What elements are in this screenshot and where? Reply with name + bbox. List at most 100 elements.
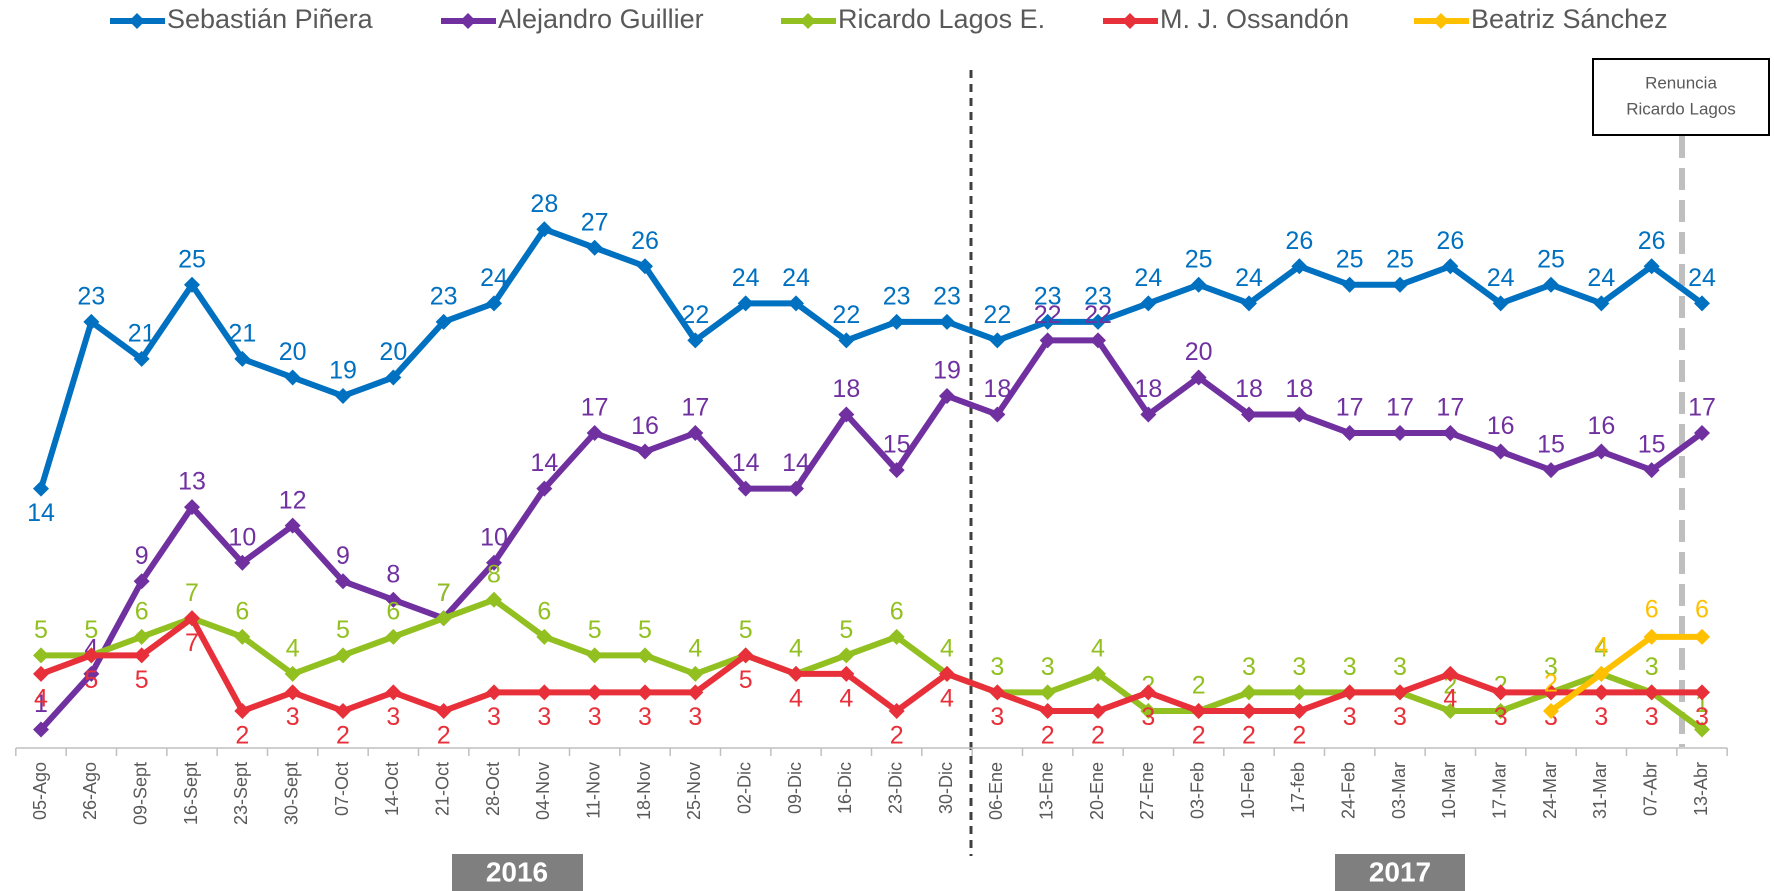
marker	[83, 665, 100, 682]
marker	[1241, 406, 1257, 423]
data-label: 25	[1185, 245, 1213, 273]
marker	[486, 591, 502, 608]
marker	[1694, 628, 1710, 645]
marker	[234, 554, 251, 571]
marker	[1291, 258, 1308, 275]
legend-label: Alejandro Guillier	[498, 4, 704, 34]
marker	[33, 647, 49, 664]
data-label: 5	[34, 616, 48, 644]
data-label: 3	[1594, 703, 1608, 731]
data-label: 19	[329, 357, 357, 385]
marker	[33, 721, 49, 738]
data-label: 25	[178, 245, 206, 273]
marker	[1090, 665, 1106, 682]
data-label: 22	[1034, 301, 1062, 329]
marker	[184, 276, 200, 293]
data-label: 26	[1436, 227, 1464, 255]
data-label: 25	[1537, 245, 1565, 273]
x-tick-label: 17-Mar	[1489, 762, 1509, 819]
data-label: 3	[1242, 653, 1256, 681]
x-tick-label: 23-Dic	[885, 762, 905, 814]
marker	[335, 702, 351, 719]
data-label: 3	[990, 703, 1004, 731]
series-line	[1549, 633, 1702, 714]
year-box	[452, 854, 583, 891]
data-label: 3	[537, 703, 551, 731]
marker	[1039, 332, 1056, 349]
data-label: 8	[386, 560, 400, 588]
data-label: 3	[1645, 703, 1659, 731]
marker	[1241, 295, 1257, 312]
data-label: 17	[1688, 394, 1716, 422]
marker	[184, 499, 200, 516]
data-label: 5	[135, 666, 149, 694]
data-label: 7	[185, 629, 199, 657]
data-label: 4	[940, 684, 954, 712]
marker	[385, 684, 402, 701]
marker	[1140, 702, 1157, 719]
data-label: 4	[34, 684, 48, 712]
data-label: 2	[437, 722, 451, 750]
data-label: 23	[77, 282, 105, 310]
marker	[939, 313, 955, 330]
data-label: 3	[1041, 653, 1055, 681]
data-label: 23	[1034, 282, 1062, 310]
data-label: 15	[1537, 431, 1565, 459]
marker	[838, 647, 855, 664]
marker	[637, 647, 653, 664]
marker	[1643, 462, 1660, 479]
data-label: 5	[739, 666, 753, 694]
legend-marker	[460, 13, 476, 29]
data-label: 23	[430, 282, 458, 310]
marker	[1643, 628, 1660, 645]
data-label: 25	[1386, 245, 1414, 273]
marker	[737, 295, 754, 312]
marker	[335, 647, 351, 664]
data-label: 9	[336, 542, 350, 570]
x-tick-label: 21-Oct	[432, 762, 452, 816]
marker	[83, 647, 100, 664]
marker	[586, 647, 603, 664]
data-label: 21	[228, 320, 256, 348]
series-line	[41, 596, 1704, 732]
marker	[133, 573, 150, 590]
marker	[536, 684, 553, 701]
marker	[385, 628, 402, 645]
marker	[536, 221, 553, 238]
marker	[1039, 313, 1056, 330]
marker	[1341, 276, 1358, 293]
data-label: 16	[1587, 412, 1615, 440]
data-label: 24	[1688, 264, 1716, 292]
data-label: 1	[1695, 690, 1709, 718]
marker	[788, 665, 804, 682]
data-label: 24	[732, 264, 760, 292]
marker	[637, 443, 653, 460]
data-label: 4	[940, 634, 954, 662]
marker	[133, 628, 150, 645]
marker	[1039, 684, 1056, 701]
marker	[1241, 702, 1257, 719]
marker	[1090, 332, 1106, 349]
marker	[888, 462, 905, 479]
x-tick-label: 24-Feb	[1338, 762, 1358, 819]
data-label: 4	[1594, 634, 1608, 662]
legend-label: M. J. Ossandón	[1160, 4, 1349, 34]
marker	[435, 702, 452, 719]
data-label: 20	[379, 338, 407, 366]
data-label: 17	[581, 394, 609, 422]
data-label: 3	[1343, 703, 1357, 731]
marker	[1593, 665, 1610, 682]
data-label: 15	[883, 431, 911, 459]
x-tick-label: 13-Abr	[1691, 762, 1711, 816]
marker	[1492, 295, 1509, 312]
annotation: Ricardo Lagos	[1626, 99, 1736, 118]
marker	[1593, 443, 1610, 460]
legend-label: Beatriz Sánchez	[1471, 4, 1668, 34]
marker	[284, 684, 301, 701]
marker	[1643, 684, 1660, 701]
marker	[184, 610, 200, 627]
data-label: 3	[1393, 703, 1407, 731]
x-tick-label: 28-Oct	[483, 762, 503, 816]
marker	[687, 425, 704, 442]
marker	[1039, 702, 1056, 719]
